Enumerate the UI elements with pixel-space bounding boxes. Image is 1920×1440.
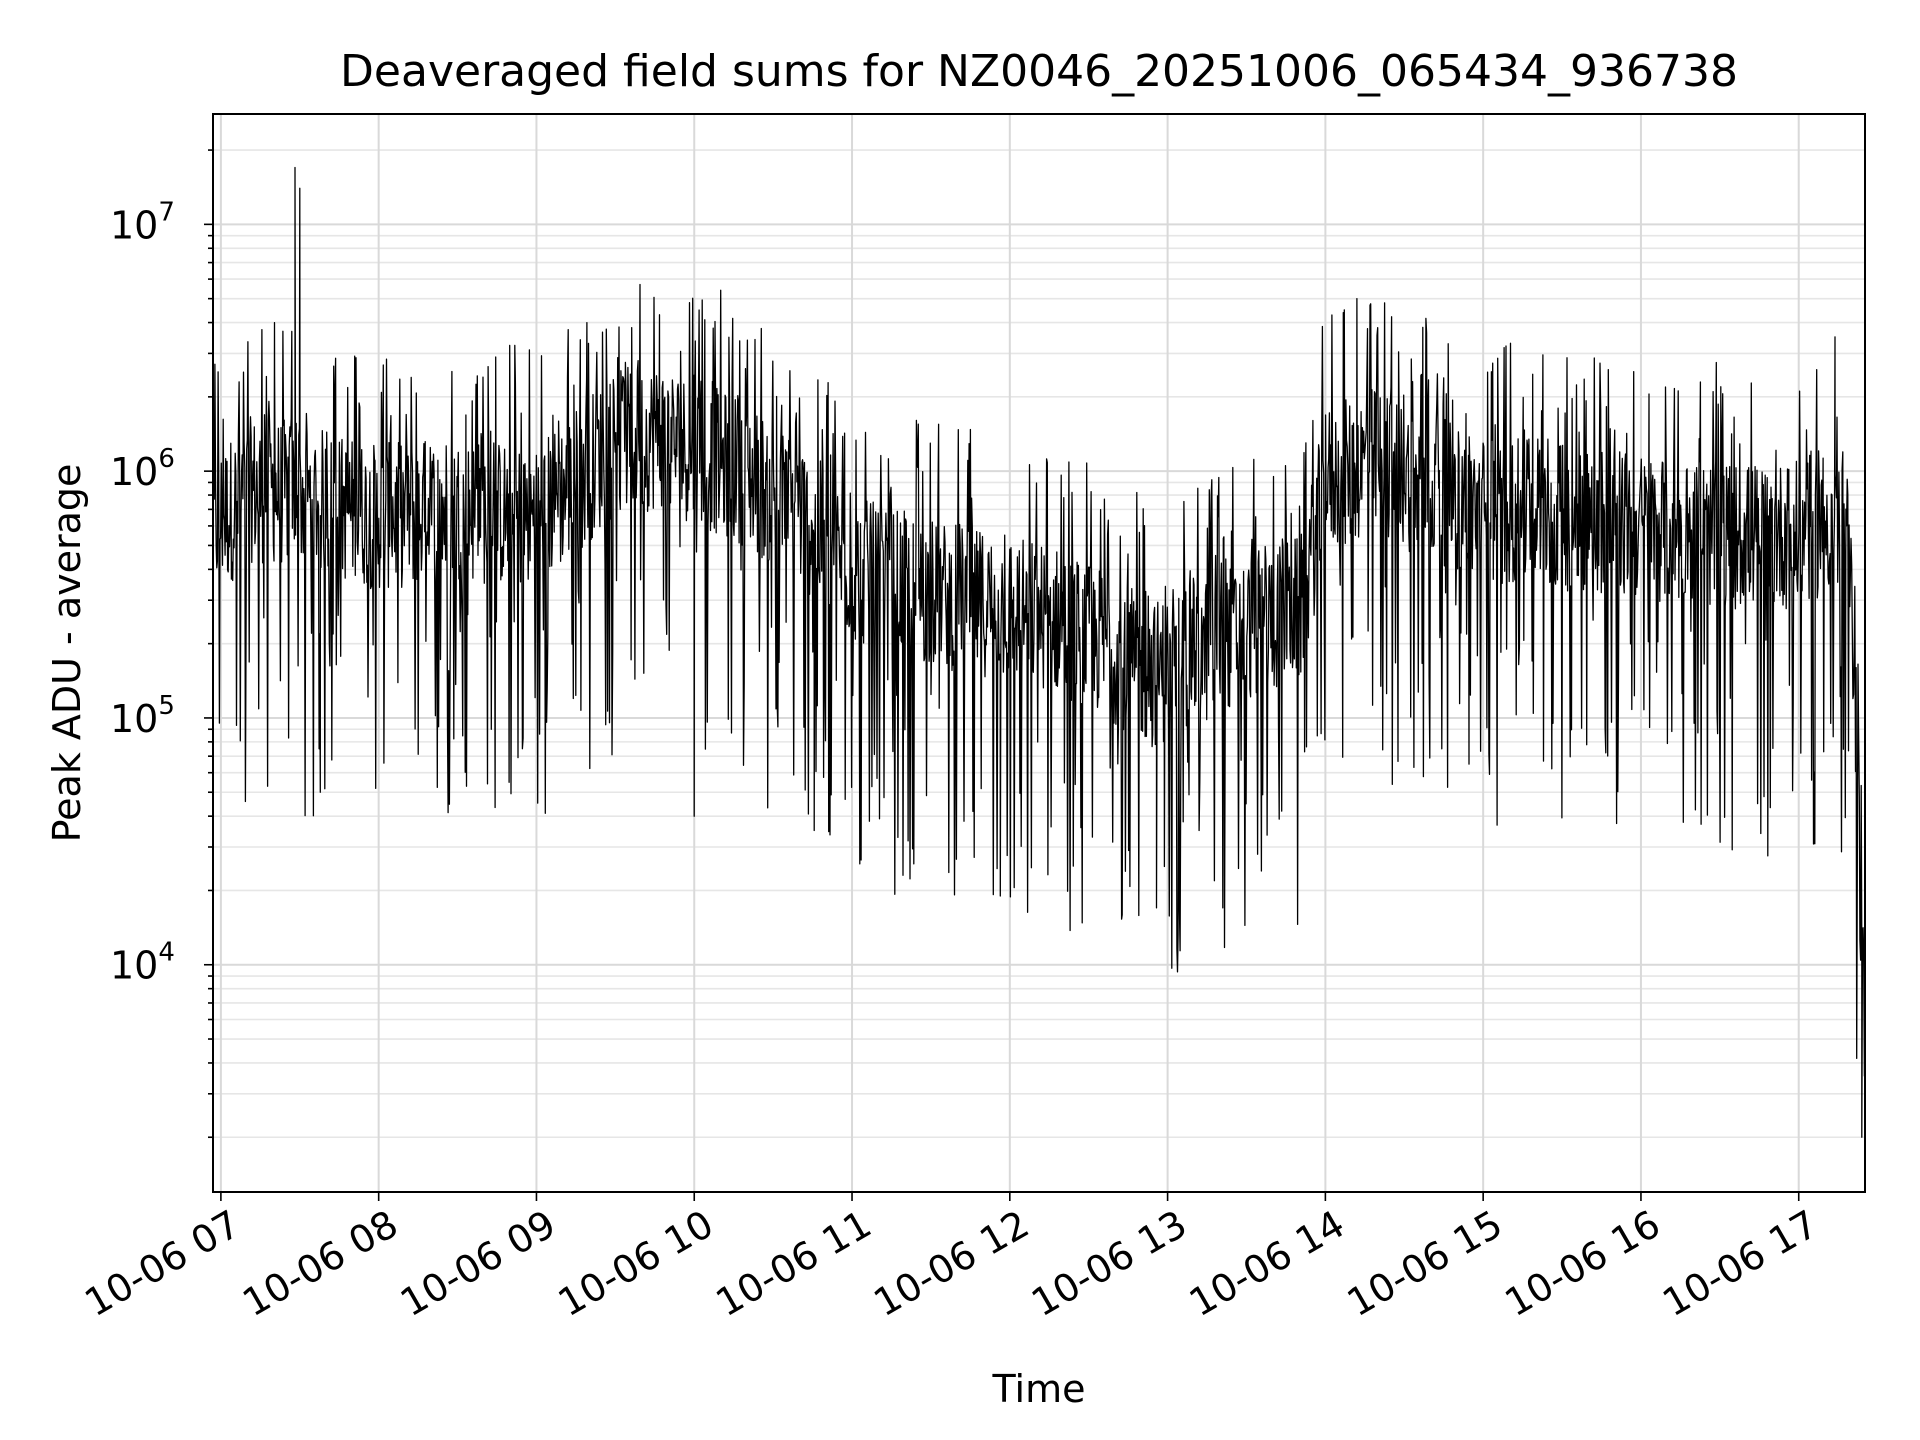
x-tick-label: 10-06 13 bbox=[1024, 1202, 1194, 1326]
y-axis-label: Peak ADU - average bbox=[45, 464, 89, 843]
x-tick-label: 10-06 15 bbox=[1340, 1202, 1510, 1326]
y-axis-ticks: 104 105 106 107 bbox=[110, 149, 213, 1139]
x-tick-label: 10-06 12 bbox=[866, 1202, 1036, 1326]
x-tick-label: 10-06 09 bbox=[393, 1202, 563, 1326]
x-tick-label: 10-06 08 bbox=[235, 1202, 405, 1326]
x-tick-label: 10-06 11 bbox=[709, 1202, 879, 1326]
x-tick-label: 10-06 10 bbox=[551, 1202, 721, 1326]
chart-title: Deaveraged field sums for NZ0046_2025100… bbox=[340, 46, 1738, 97]
y-tick-label: 107 bbox=[110, 197, 175, 247]
x-tick-label: 10-06 07 bbox=[77, 1202, 247, 1326]
plot-frame bbox=[212, 113, 1866, 1193]
x-tick-label: 10-06 14 bbox=[1182, 1202, 1352, 1326]
y-tick-label: 104 bbox=[110, 938, 175, 988]
series-line bbox=[212, 166, 1866, 1138]
x-tick-label: 10-06 16 bbox=[1497, 1202, 1667, 1326]
data-series bbox=[212, 166, 1866, 1138]
y-tick-label: 105 bbox=[110, 691, 175, 741]
x-axis-label: Time bbox=[992, 1367, 1086, 1411]
y-tick-label: 106 bbox=[110, 444, 175, 494]
x-tick-label: 10-06 17 bbox=[1655, 1202, 1825, 1326]
